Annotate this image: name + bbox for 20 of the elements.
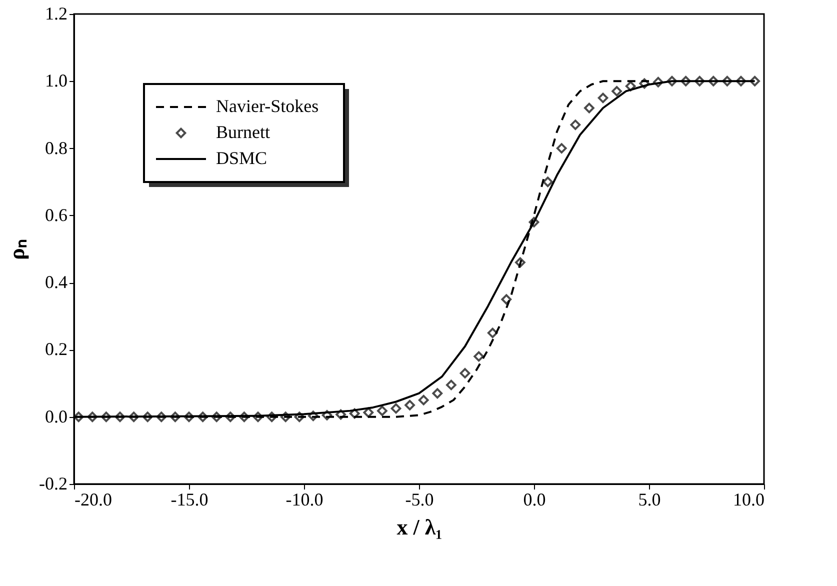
x-tick-label: -5.0 (405, 490, 434, 510)
x-tick-label: -10.0 (286, 490, 324, 510)
legend-label: Burnett (216, 122, 270, 142)
y-tick-label: -0.2 (39, 474, 68, 494)
y-tick-label: 1.0 (45, 70, 68, 91)
y-tick-label: 0.8 (45, 138, 68, 158)
x-axis-title: x / λ₁ (396, 514, 442, 540)
x-tick-label: -15.0 (170, 490, 208, 510)
y-tick-label: 0.4 (45, 272, 68, 292)
y-tick-label: 0.2 (45, 339, 68, 360)
legend-label: Navier-Stokes (216, 96, 319, 116)
y-tick-label: 1.2 (45, 4, 68, 24)
x-tick-label: 0.0 (523, 490, 546, 510)
x-tick-label: 5.0 (638, 490, 661, 510)
legend-label: DSMC (216, 148, 268, 168)
x-tick-label: 10.0 (733, 490, 764, 510)
y-tick-label: 0.0 (45, 406, 68, 426)
y-tick-label: 0.6 (45, 204, 68, 225)
y-axis-title: ρₙ (4, 239, 30, 260)
x-tick-label: -20.0 (74, 490, 112, 510)
